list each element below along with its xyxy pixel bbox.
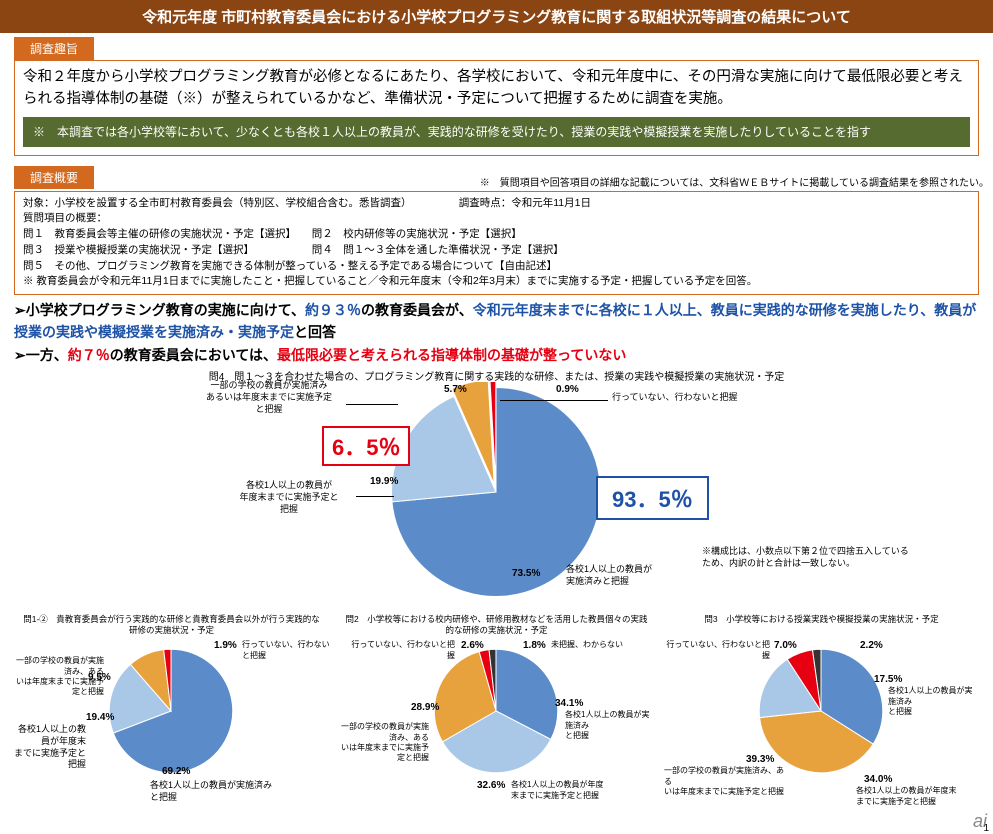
f2c: の教育委員会においては、 bbox=[110, 347, 277, 363]
f1: ➢小学校プログラミング教育の実施に向けて、 bbox=[14, 302, 305, 318]
m3-pa: 34.0% bbox=[864, 774, 892, 785]
page-title: 令和元年度 市町村教育委員会における小学校プログラミング教育に関する取組状況等調… bbox=[0, 0, 993, 33]
mini1-title: 問1-② 貴教育委員会が行う実践的な研修と貴教育委員会以外が行う実践的な研修の実… bbox=[14, 614, 329, 636]
m2-pd: 2.6% bbox=[461, 640, 484, 651]
pct-a: 73.5% bbox=[512, 568, 540, 579]
m2-lc: 一部の学校の教員が実施済み、ある いは年度末までに実施予定と把握 bbox=[339, 722, 429, 764]
chart-footnote: ※構成比は、小数点以下第２位で四捨五入している ため、内訳の計と合計は一致しない… bbox=[702, 546, 952, 569]
f2a: ➢一方、 bbox=[14, 347, 68, 363]
m2-pa: 32.6% bbox=[477, 780, 505, 791]
m2-pe: 1.8% bbox=[523, 640, 546, 651]
m1-lc: 一部の学校の教員が実施済み、ある いは年度末までに実施予定と把握 bbox=[14, 656, 104, 698]
note-box: ※ 本調査では各小学校等において、少なくとも各校１人以上の教員が、実践的な研修を… bbox=[23, 117, 970, 147]
m3-la: 各校1人以上の教員が年度末 までに実施予定と把握 bbox=[856, 786, 986, 807]
main-chart-title: 問4 問１～３を合わせた場合の、プログラミング教育に関する実践的な研修、または、… bbox=[14, 368, 979, 383]
m3-lb: 一部の学校の教員が実施済み、ある いは年度末までに実施予定と把握 bbox=[664, 766, 784, 797]
f1c: の教育委員会が、 bbox=[361, 302, 473, 318]
m2-ld: 行っていない、行わないと把握 bbox=[345, 640, 455, 661]
mini3-pie bbox=[756, 646, 886, 776]
main-chart-area: 問4 問１～３を合わせた場合の、プログラミング教育に関する実践的な研修、または、… bbox=[14, 368, 979, 608]
mini-charts-row: 問1-② 貴教育委員会が行う実践的な研修と貴教育委員会以外が行う実践的な研修の実… bbox=[14, 614, 979, 814]
m1-ld: 行っていない、行わないと把握 bbox=[242, 640, 332, 661]
page-number: 1 bbox=[983, 823, 989, 834]
f2d: 最低限必要と考えられる指導体制の基礎が整っていない bbox=[277, 347, 626, 363]
big-right-pct: 93．5％ bbox=[596, 476, 709, 520]
f2b: 約７％ bbox=[68, 347, 110, 363]
m2-pb: 34.1% bbox=[555, 698, 583, 709]
lbl-a: 各校1人以上の教員が 実施済みと把握 bbox=[566, 564, 706, 587]
m2-pc: 28.9% bbox=[411, 702, 439, 713]
m3-ld: 行っていない、行わないと把握 bbox=[664, 640, 770, 661]
overview-box: 対象：小学校を設置する全市町村教育委員会（特別区、学校組合含む。悉皆調査） 調査… bbox=[14, 191, 979, 296]
m3-pe: 2.2% bbox=[860, 640, 883, 651]
m3-lc: 各校1人以上の教員が実施済み と把握 bbox=[888, 686, 980, 717]
mini1-pie bbox=[106, 646, 236, 776]
ov-line: ※ 教育委員会が令和元年11月1日までに実施したこと・把握していること／令和元年… bbox=[23, 274, 970, 290]
ov-line: 質問項目の概要： bbox=[23, 211, 970, 227]
m3-pd: 7.0% bbox=[774, 640, 797, 651]
mini-chart-2: 問2 小学校等における校内研修や、研修用教材などを活用した教員個々の実践的な研修… bbox=[339, 614, 654, 814]
mini2-pie bbox=[431, 646, 561, 776]
purpose-box: 令和２年度から小学校プログラミング教育が必修となるにあたり、各学校において、令和… bbox=[14, 60, 979, 156]
m2-la: 各校1人以上の教員が年度 末までに実施予定と把握 bbox=[511, 780, 651, 801]
key-findings: ➢小学校プログラミング教育の実施に向けて、約９３％の教育委員会が、令和元年度末ま… bbox=[14, 299, 979, 366]
ov-line: 問３ 授業や模擬授業の実施状況・予定【選択】 問４ 問１～３全体を通した準備状況… bbox=[23, 243, 970, 259]
lead-text: 令和２年度から小学校プログラミング教育が必修となるにあたり、各学校において、令和… bbox=[23, 67, 970, 111]
lbl-d: 行っていない、行わないと把握 bbox=[612, 392, 772, 404]
ov-line: 問５ その他、プログラミング教育を実施できる体制が整っている・整える予定である場… bbox=[23, 259, 970, 275]
m1-lmain: 各校1人以上の教員が実施済み と把握 bbox=[150, 780, 320, 803]
pct-d: 0.9% bbox=[556, 384, 579, 395]
ov-line: 問１ 教育委員会等主催の研修の実施状況・予定【選択】 問２ 校内研修等の実施状況… bbox=[23, 227, 970, 243]
m1-pmain: 69.2% bbox=[162, 766, 190, 777]
m1-pb: 19.4% bbox=[86, 712, 114, 723]
f1-pct: 約９３％ bbox=[305, 302, 361, 318]
f1e: と回答 bbox=[294, 324, 336, 340]
mini3-title: 問3 小学校等における授業実践や模擬授業の実施状況・予定 bbox=[664, 614, 979, 625]
ov-line: 対象：小学校を設置する全市町村教育委員会（特別区、学校組合含む。悉皆調査） 調査… bbox=[23, 196, 970, 212]
m3-pc: 17.5% bbox=[874, 674, 902, 685]
pct-b: 19.9% bbox=[370, 476, 398, 487]
lbl-c: 一部の学校の教員が実施済み あるいは年度末までに実施予定 と把握 bbox=[194, 380, 344, 415]
mini-chart-3: 問3 小学校等における授業実践や模擬授業の実施状況・予定 34.0% 39.3%… bbox=[664, 614, 979, 814]
section-tab-overview: 調査概要 bbox=[14, 166, 94, 189]
lbl-b: 各校1人以上の教員が 年度末までに実施予定と 把握 bbox=[224, 480, 354, 515]
mini-chart-1: 問1-② 貴教育委員会が行う実践的な研修と貴教育委員会以外が行う実践的な研修の実… bbox=[14, 614, 329, 814]
m3-pb: 39.3% bbox=[746, 754, 774, 765]
m1-pd: 1.9% bbox=[214, 640, 237, 651]
pct-c: 5.7% bbox=[444, 384, 467, 395]
section-tab-purpose: 調査趣旨 bbox=[14, 37, 94, 60]
m2-le: 未把握、わからない bbox=[551, 640, 641, 650]
m2-lb: 各校1人以上の教員が実施済み と把握 bbox=[565, 710, 655, 741]
mini2-title: 問2 小学校等における校内研修や、研修用教材などを活用した教員個々の実践的な研修… bbox=[339, 614, 654, 636]
big-left-pct: 6．5％ bbox=[322, 426, 410, 466]
reference-note: ※ 質問項目や回答項目の詳細な記載については、文科省ＷＥＢサイトに掲載している調… bbox=[94, 174, 993, 189]
